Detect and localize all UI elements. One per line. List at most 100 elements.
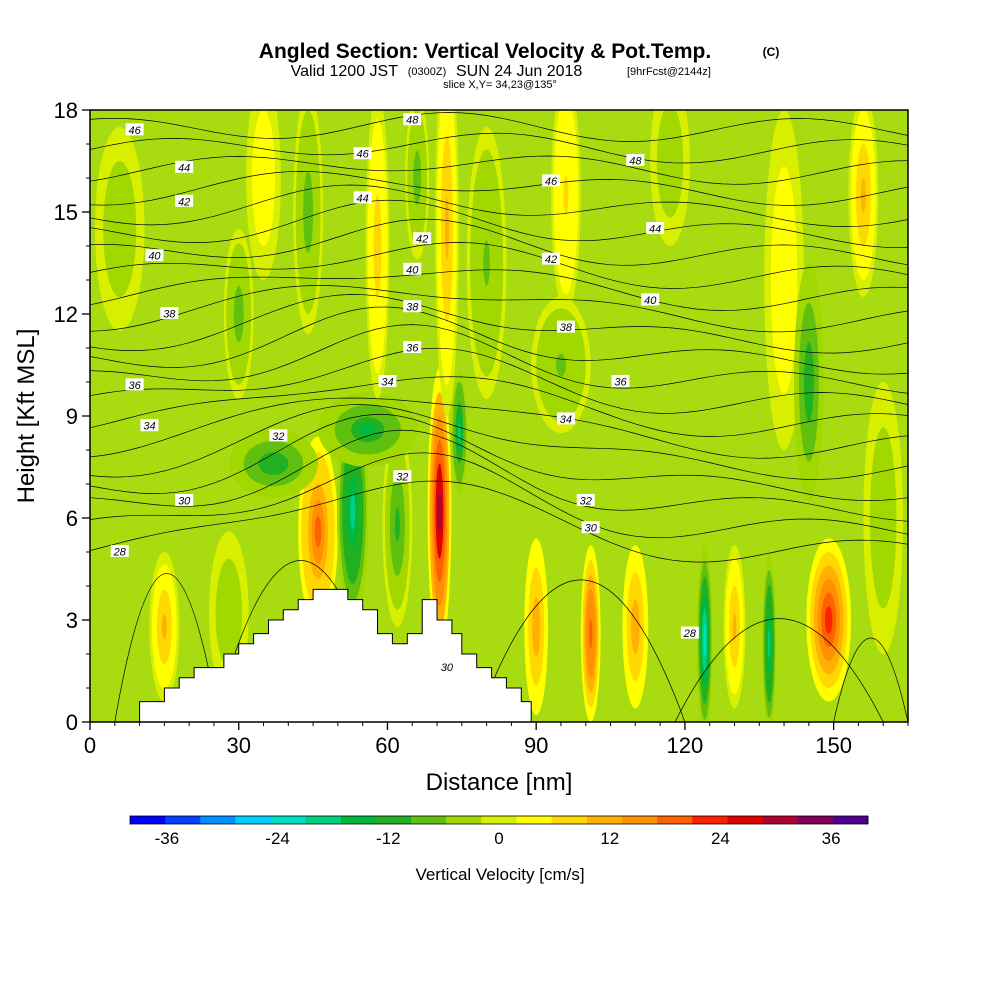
plot-area: 46 44 42 40 38 36 34 32 30 28 48 46 44 42 40 38 36 34 32 30… <box>90 110 908 722</box>
colorbar-tick-label: 0 <box>494 829 503 848</box>
velocity-cell-16-5 <box>305 191 311 233</box>
contour-label-text: 42 <box>545 254 557 266</box>
contour-label-text: 30 <box>585 523 598 535</box>
contour-label-21: 46 <box>542 174 561 188</box>
subtitle-utc: (0300Z) <box>408 66 447 78</box>
colorbar-swatch <box>657 816 693 824</box>
contour-label-2: 42 <box>175 194 194 208</box>
contour-label-box <box>145 249 164 262</box>
y-tick-label: 6 <box>66 506 78 531</box>
chart-subtitle: Valid 1200 JST (0300Z) SUN 24 Jun 2018 [… <box>291 63 711 80</box>
contour-label-28: 32 <box>576 494 595 508</box>
contour-label-6: 34 <box>140 419 159 433</box>
contour-label-box <box>353 191 372 204</box>
velocity-cell-21-5 <box>563 175 569 215</box>
contour-label-5: 36 <box>125 378 144 392</box>
contour-label-box <box>403 262 422 275</box>
contour-label-4: 38 <box>160 307 179 321</box>
chart-title-unit: (C) <box>763 45 780 59</box>
colorbar-label: Vertical Velocity [cm/s] <box>415 865 584 884</box>
colorbar-swatch <box>692 816 728 824</box>
velocity-cell-4-5 <box>458 422 461 444</box>
colorbar-tick-label: 36 <box>822 829 841 848</box>
y-tick-label: 9 <box>66 404 78 429</box>
contour-label-box <box>403 341 422 353</box>
colorbar-swatch <box>481 816 517 824</box>
isentrope-41 <box>90 242 908 289</box>
contour-label-10: 48 <box>403 113 422 127</box>
contour-label-box <box>378 375 397 387</box>
contour-label-box <box>140 419 159 432</box>
isentrope-45 <box>90 171 908 206</box>
contour-label-text: 38 <box>163 309 176 321</box>
velocity-cell-1-5 <box>314 515 322 548</box>
contour-label-24: 40 <box>641 293 660 307</box>
velocity-cell-15-5 <box>225 599 233 627</box>
x-axis-label: Distance [nm] <box>426 769 573 796</box>
isentrope-40 <box>90 269 908 311</box>
contour-label-box <box>125 378 144 391</box>
y-axis-ticks: 0 3 6 9 12 15 18 <box>54 98 90 735</box>
velocity-cell-29-5 <box>556 353 566 377</box>
velocity-cell-27-5 <box>260 161 267 195</box>
colorbar-tick-label: 24 <box>711 829 730 848</box>
isentrope-37 <box>90 306 908 375</box>
contour-label-text: 32 <box>396 472 408 484</box>
colorbar-swatch <box>200 816 236 824</box>
contour-label-text: 46 <box>357 149 370 161</box>
x-tick-label: 120 <box>667 733 704 758</box>
velocity-cell-5-5 <box>359 423 376 436</box>
colorbar-swatch <box>165 816 201 824</box>
contour-label-12: 44 <box>353 191 372 205</box>
colorbar-swatch <box>762 816 799 824</box>
colorbar-swatch <box>727 816 763 824</box>
contour-label-1: 44 <box>175 160 194 174</box>
isentrope-36 <box>90 324 908 394</box>
contour-label-box <box>403 300 422 313</box>
contour-label-text: 34 <box>143 421 155 433</box>
contour-label-15: 38 <box>403 300 422 314</box>
isentrope-30 <box>90 429 908 522</box>
velocity-cell-10-5 <box>703 624 707 657</box>
potential-temperature-contours <box>90 112 908 722</box>
colorbar-swatch <box>411 816 447 824</box>
colorbar-swatch <box>376 816 412 824</box>
isentrope-35 <box>90 347 908 414</box>
velocity-cell-6-5 <box>265 457 281 470</box>
isentrope-dome-3 <box>674 618 884 722</box>
colorbar-swatch <box>340 816 377 824</box>
velocity-cell-13-5 <box>824 606 833 634</box>
contour-label-29: 30 <box>581 521 600 535</box>
velocity-cell-20-5 <box>483 240 490 286</box>
colorbar <box>129 815 869 825</box>
contour-label-box <box>641 293 660 306</box>
isentrope-48 <box>90 112 908 142</box>
contour-label-30: 28 <box>680 626 699 640</box>
contour-label-18: 32 <box>393 470 412 484</box>
velocity-cell-19-5 <box>444 197 449 261</box>
contour-label-text: 42 <box>178 196 190 208</box>
contour-label-box <box>269 429 288 442</box>
isentrope-33 <box>90 397 908 459</box>
velocity-cell-11-5 <box>768 629 771 659</box>
contour-label-text: 36 <box>406 343 419 355</box>
contour-label-text: 44 <box>178 162 190 174</box>
colorbar-swatch <box>832 816 869 824</box>
y-tick-label: 12 <box>54 302 78 327</box>
isentrope-47 <box>90 132 908 164</box>
isentrope-dome-0 <box>114 573 220 722</box>
contour-label-box <box>611 375 630 387</box>
y-tick-label: 18 <box>54 98 78 123</box>
contour-label-25: 38 <box>556 320 575 334</box>
contour-label-text: 46 <box>128 125 141 137</box>
isentrope-34 <box>90 376 908 437</box>
isentrope-32 <box>90 404 908 480</box>
contour-label-13: 42 <box>413 232 432 246</box>
contour-label-22: 44 <box>646 222 665 236</box>
contour-label-text: 38 <box>560 322 573 334</box>
velocity-cell-0-5 <box>437 487 442 535</box>
contour-label-box <box>556 412 575 425</box>
contour-label-23: 42 <box>542 252 561 266</box>
contour-label-text: 32 <box>580 496 592 508</box>
